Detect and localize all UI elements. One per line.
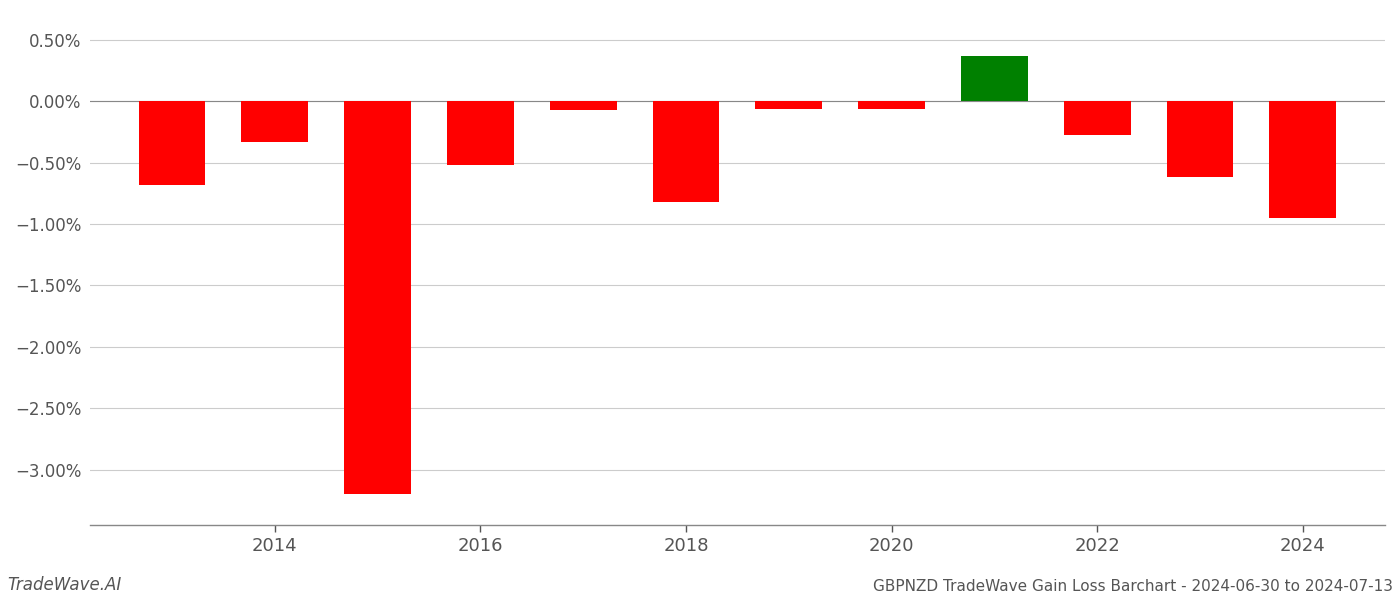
Bar — [241, 101, 308, 142]
Bar — [447, 101, 514, 165]
Text: GBPNZD TradeWave Gain Loss Barchart - 2024-06-30 to 2024-07-13: GBPNZD TradeWave Gain Loss Barchart - 20… — [874, 579, 1393, 594]
Bar — [550, 101, 616, 110]
Bar — [1166, 101, 1233, 177]
Bar — [858, 101, 925, 109]
Bar — [139, 101, 206, 185]
Bar — [960, 56, 1028, 101]
Text: TradeWave.AI: TradeWave.AI — [7, 576, 122, 594]
Bar — [1270, 101, 1336, 218]
Bar — [1064, 101, 1131, 136]
Bar — [756, 101, 822, 109]
Bar — [344, 101, 412, 494]
Bar — [652, 101, 720, 202]
